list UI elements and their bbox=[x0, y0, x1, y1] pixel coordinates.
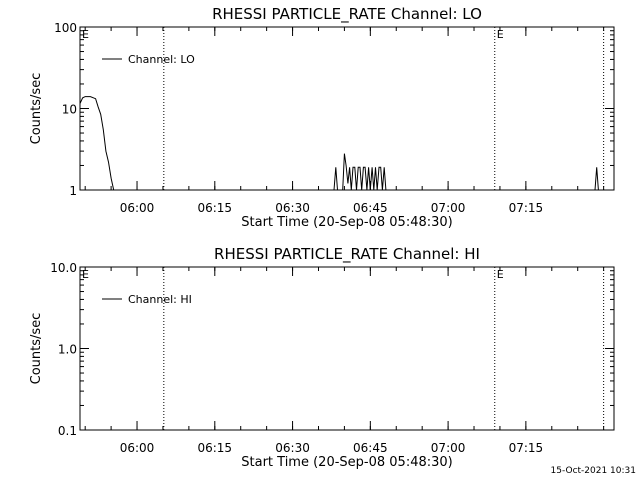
legend-entry: Channel: LO bbox=[128, 53, 195, 66]
hi-channel-panel: RHESSI PARTICLE_RATE Channel: HI 0.1 1.0 10… bbox=[29, 245, 615, 470]
series-line-segment bbox=[594, 167, 599, 191]
series-line-segment bbox=[333, 167, 338, 191]
x-tick-label: 07:15 bbox=[509, 441, 544, 455]
chart-title: RHESSI PARTICLE_RATE Channel: LO bbox=[212, 5, 482, 24]
x-tick-label: 06:00 bbox=[120, 201, 155, 215]
x-tick-label: 06:00 bbox=[120, 441, 155, 455]
chart-title: RHESSI PARTICLE_RATE Channel: HI bbox=[214, 245, 480, 264]
lo-channel-panel: RHESSI PARTICLE_RATE Channel: LO 1 10 100 Co… bbox=[29, 5, 615, 230]
series-line-segment bbox=[342, 153, 387, 191]
x-tick-label: 06:15 bbox=[197, 441, 232, 455]
y-tick-label: 1 bbox=[69, 184, 77, 198]
x-tick-label: 06:15 bbox=[197, 201, 232, 215]
plot-frame bbox=[79, 266, 615, 431]
vertical-marker-label: E bbox=[497, 28, 504, 41]
y-tick-label: 0.1 bbox=[58, 424, 77, 438]
x-tick-label: 07:15 bbox=[509, 201, 544, 215]
y-axis-label: Counts/sec bbox=[29, 73, 44, 145]
footer-timestamp: 15-Oct-2021 10:31 bbox=[551, 466, 636, 476]
x-tick-label: 07:00 bbox=[431, 201, 466, 215]
legend: Channel: LO bbox=[102, 53, 195, 66]
plot-frame bbox=[79, 26, 615, 191]
corner-label: E bbox=[82, 268, 89, 281]
x-tick-label: 07:00 bbox=[431, 441, 466, 455]
x-tick-label: 06:45 bbox=[353, 201, 388, 215]
y-tick-label: 10 bbox=[62, 103, 77, 117]
x-axis-label: Start Time (20-Sep-08 05:48:30) bbox=[241, 455, 452, 470]
x-tick-label: 06:30 bbox=[275, 201, 310, 215]
y-tick-label: 100 bbox=[54, 21, 77, 35]
legend: Channel: HI bbox=[102, 293, 192, 306]
series-line-segment bbox=[79, 96, 115, 191]
legend-entry: Channel: HI bbox=[128, 293, 192, 306]
x-tick-label: 06:30 bbox=[275, 441, 310, 455]
vertical-marker-label: E bbox=[497, 268, 504, 281]
y-axis-label: Counts/sec bbox=[29, 313, 44, 385]
y-tick-label: 10.0 bbox=[50, 261, 77, 275]
corner-label: E bbox=[82, 28, 89, 41]
y-tick-label: 1.0 bbox=[58, 343, 77, 357]
x-axis-label: Start Time (20-Sep-08 05:48:30) bbox=[241, 215, 452, 230]
x-tick-label: 06:45 bbox=[353, 441, 388, 455]
